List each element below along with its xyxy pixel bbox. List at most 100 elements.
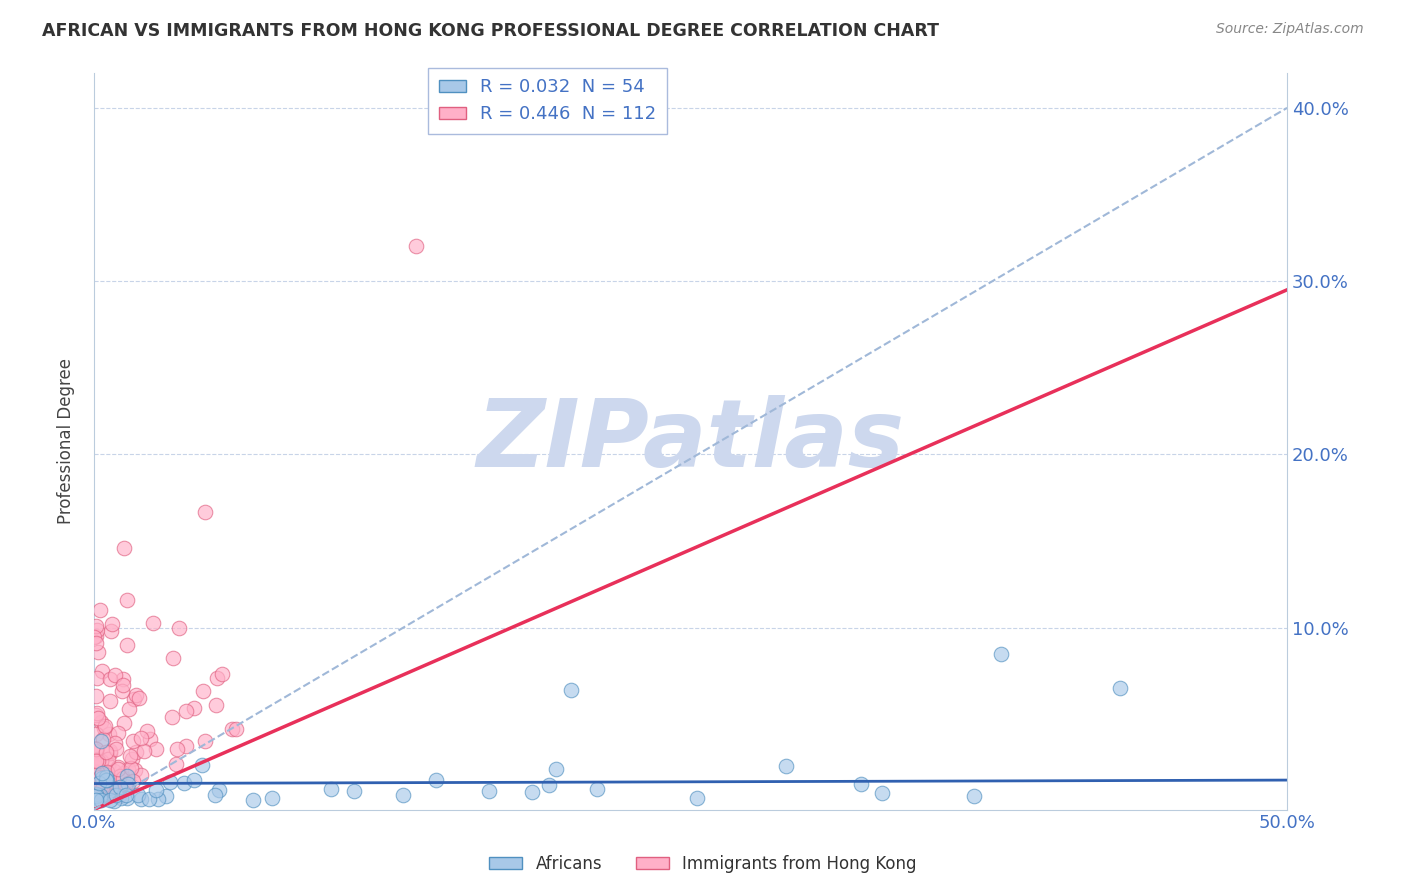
Point (96, 773, 118, 788)
Point (138, 731, 160, 746)
Point (107, 762, 129, 776)
Point (174, 705, 197, 719)
Point (89, 789, 111, 803)
Point (114, 780, 136, 794)
Point (93, 787, 115, 801)
Point (97, 772, 120, 787)
Point (586, 782, 609, 797)
Point (990, 647, 1012, 661)
Point (115, 788, 138, 802)
Point (108, 769, 131, 783)
Point (205, 671, 228, 685)
Point (86, 754, 108, 768)
Point (538, 778, 561, 792)
Point (104, 788, 127, 802)
Point (86, 689, 108, 703)
Point (122, 691, 145, 706)
Point (405, 239, 427, 253)
Point (129, 731, 152, 745)
Point (105, 742, 128, 756)
Point (103, 777, 125, 791)
Point (183, 701, 205, 715)
Point (162, 650, 184, 665)
Point (96, 773, 118, 788)
Point (86, 671, 108, 685)
Point (100, 781, 122, 796)
Point (121, 752, 143, 766)
Point (115, 769, 138, 783)
Point (86, 727, 108, 741)
Point (319, 781, 342, 796)
Point (90, 715, 112, 730)
Point (145, 783, 167, 797)
Point (851, 777, 873, 791)
Point (90, 733, 112, 747)
Point (83, 630, 105, 644)
Point (118, 702, 141, 716)
Point (194, 734, 217, 748)
Point (686, 791, 709, 805)
Point (112, 765, 135, 780)
Point (129, 792, 152, 806)
Point (120, 748, 142, 763)
Point (122, 734, 145, 748)
Point (98, 746, 121, 760)
Point (146, 791, 169, 805)
Point (125, 745, 148, 759)
Point (103, 764, 125, 779)
Point (145, 742, 167, 756)
Point (478, 783, 501, 797)
Point (104, 736, 127, 750)
Point (191, 683, 214, 698)
Point (94, 745, 117, 759)
Point (96, 768, 118, 782)
Point (87, 785, 110, 799)
Point (86, 778, 108, 792)
Point (86, 753, 108, 767)
Point (103, 794, 125, 808)
Point (103, 774, 125, 789)
Legend: R = 0.032  N = 54, R = 0.446  N = 112: R = 0.032 N = 54, R = 0.446 N = 112 (427, 68, 666, 134)
Point (86, 754, 108, 768)
Point (190, 758, 212, 772)
Point (98, 793, 121, 807)
Point (159, 775, 181, 789)
Point (124, 763, 146, 777)
Point (142, 615, 165, 630)
Point (560, 683, 582, 698)
Point (90, 793, 112, 807)
Point (127, 788, 149, 802)
Point (111, 683, 134, 698)
Point (962, 789, 984, 804)
Point (391, 788, 413, 802)
Point (425, 772, 447, 787)
Point (129, 768, 152, 782)
Point (138, 792, 160, 806)
Text: ZIPatlas: ZIPatlas (477, 395, 904, 487)
Point (91, 782, 114, 797)
Point (112, 673, 135, 687)
Y-axis label: Professional Degree: Professional Degree (58, 359, 75, 524)
Point (132, 744, 155, 758)
Point (110, 790, 132, 805)
Point (86, 744, 108, 758)
Point (166, 742, 188, 756)
Point (104, 667, 127, 681)
Point (183, 773, 205, 788)
Point (546, 762, 568, 776)
Point (115, 593, 138, 607)
Point (89, 793, 111, 807)
Text: Source: ZipAtlas.com: Source: ZipAtlas.com (1216, 22, 1364, 37)
Point (128, 691, 150, 706)
Point (91, 772, 114, 786)
Point (90, 778, 112, 792)
Point (194, 506, 217, 520)
Point (89, 770, 111, 784)
Point (96, 765, 118, 780)
Point (86, 623, 108, 637)
Point (87, 755, 110, 769)
Point (117, 777, 139, 791)
Point (1109, 681, 1132, 696)
Point (86, 706, 108, 720)
Point (136, 724, 159, 739)
